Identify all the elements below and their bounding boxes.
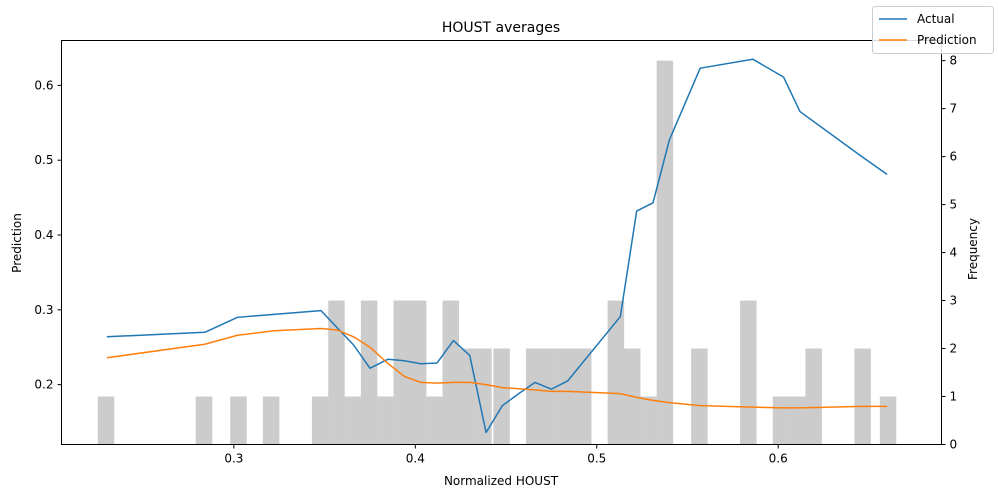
histogram-bar: [772, 396, 790, 445]
histogram-bar: [607, 300, 625, 445]
histogram-bar: [311, 396, 329, 445]
y2-tick-label: 1: [950, 390, 958, 404]
histogram-bar: [691, 348, 708, 445]
y-tick-label: 0.6: [34, 78, 53, 92]
histogram-bar: [393, 300, 411, 445]
x-tick-label: 0.5: [587, 452, 606, 466]
histogram-bar: [328, 300, 345, 445]
histogram-bars: [97, 60, 897, 445]
histogram-bar: [344, 396, 362, 445]
histogram-bar: [475, 348, 492, 445]
histogram-bar: [377, 396, 394, 445]
x-tick-label: 0.3: [224, 452, 243, 466]
histogram-bar: [525, 348, 543, 445]
histogram-bar: [493, 348, 510, 445]
legend-prediction-label: Prediction: [917, 33, 977, 47]
legend-actual-label: Actual: [917, 12, 955, 26]
legend: Actual Prediction: [872, 6, 994, 54]
histogram-bar: [574, 348, 592, 445]
histogram-bar: [262, 396, 280, 445]
histogram-bar: [360, 300, 378, 445]
y2-axis-ticks: 0 1 2 3 4 5 6 7 8: [941, 54, 958, 452]
y2-tick-label: 8: [950, 54, 958, 68]
y-axis-ticks: 0.2 0.3 0.4 0.5 0.6: [34, 78, 62, 392]
histogram-bar: [789, 396, 806, 445]
histogram-bar: [879, 396, 897, 445]
histogram-bar: [458, 348, 476, 445]
y2-axis-label: Frequency: [966, 218, 980, 280]
plot-frame: [61, 40, 942, 445]
chart-title: HOUST averages: [442, 20, 560, 36]
histogram-bar: [854, 348, 871, 445]
y2-tick-label: 3: [950, 294, 958, 308]
y2-tick-label: 5: [950, 198, 958, 212]
histogram-bar: [409, 300, 427, 445]
actual-line: [106, 58, 888, 434]
histogram-bar: [195, 396, 213, 445]
series-lines: [106, 58, 888, 434]
y-tick-label: 0.2: [34, 378, 53, 392]
histogram-bar: [805, 348, 822, 445]
prediction-line: [106, 327, 888, 409]
histogram-bar: [656, 60, 674, 445]
x-axis-ticks: 0.3 0.4 0.5 0.6: [224, 444, 788, 466]
histogram-bar: [230, 396, 247, 445]
y-tick-label: 0.3: [34, 303, 53, 317]
y2-tick-label: 4: [950, 246, 958, 260]
histogram-bar: [442, 300, 460, 445]
histogram-bar: [426, 396, 443, 445]
x-axis-label: Normalized HOUST: [444, 474, 559, 488]
y2-tick-label: 0: [950, 438, 958, 452]
histogram-bar: [640, 396, 657, 445]
y-tick-label: 0.4: [34, 228, 53, 242]
y-tick-label: 0.5: [34, 153, 53, 167]
x-tick-label: 0.6: [769, 452, 788, 466]
y-axis-label: Prediction: [10, 213, 24, 273]
x-tick-label: 0.4: [406, 452, 425, 466]
y2-tick-label: 2: [950, 342, 958, 356]
histogram-bar: [740, 300, 757, 445]
y2-tick-label: 7: [950, 102, 958, 116]
y2-tick-label: 6: [950, 150, 958, 164]
histogram-bar: [542, 348, 559, 445]
histogram-bar: [558, 348, 576, 445]
histogram-bar: [97, 396, 115, 445]
